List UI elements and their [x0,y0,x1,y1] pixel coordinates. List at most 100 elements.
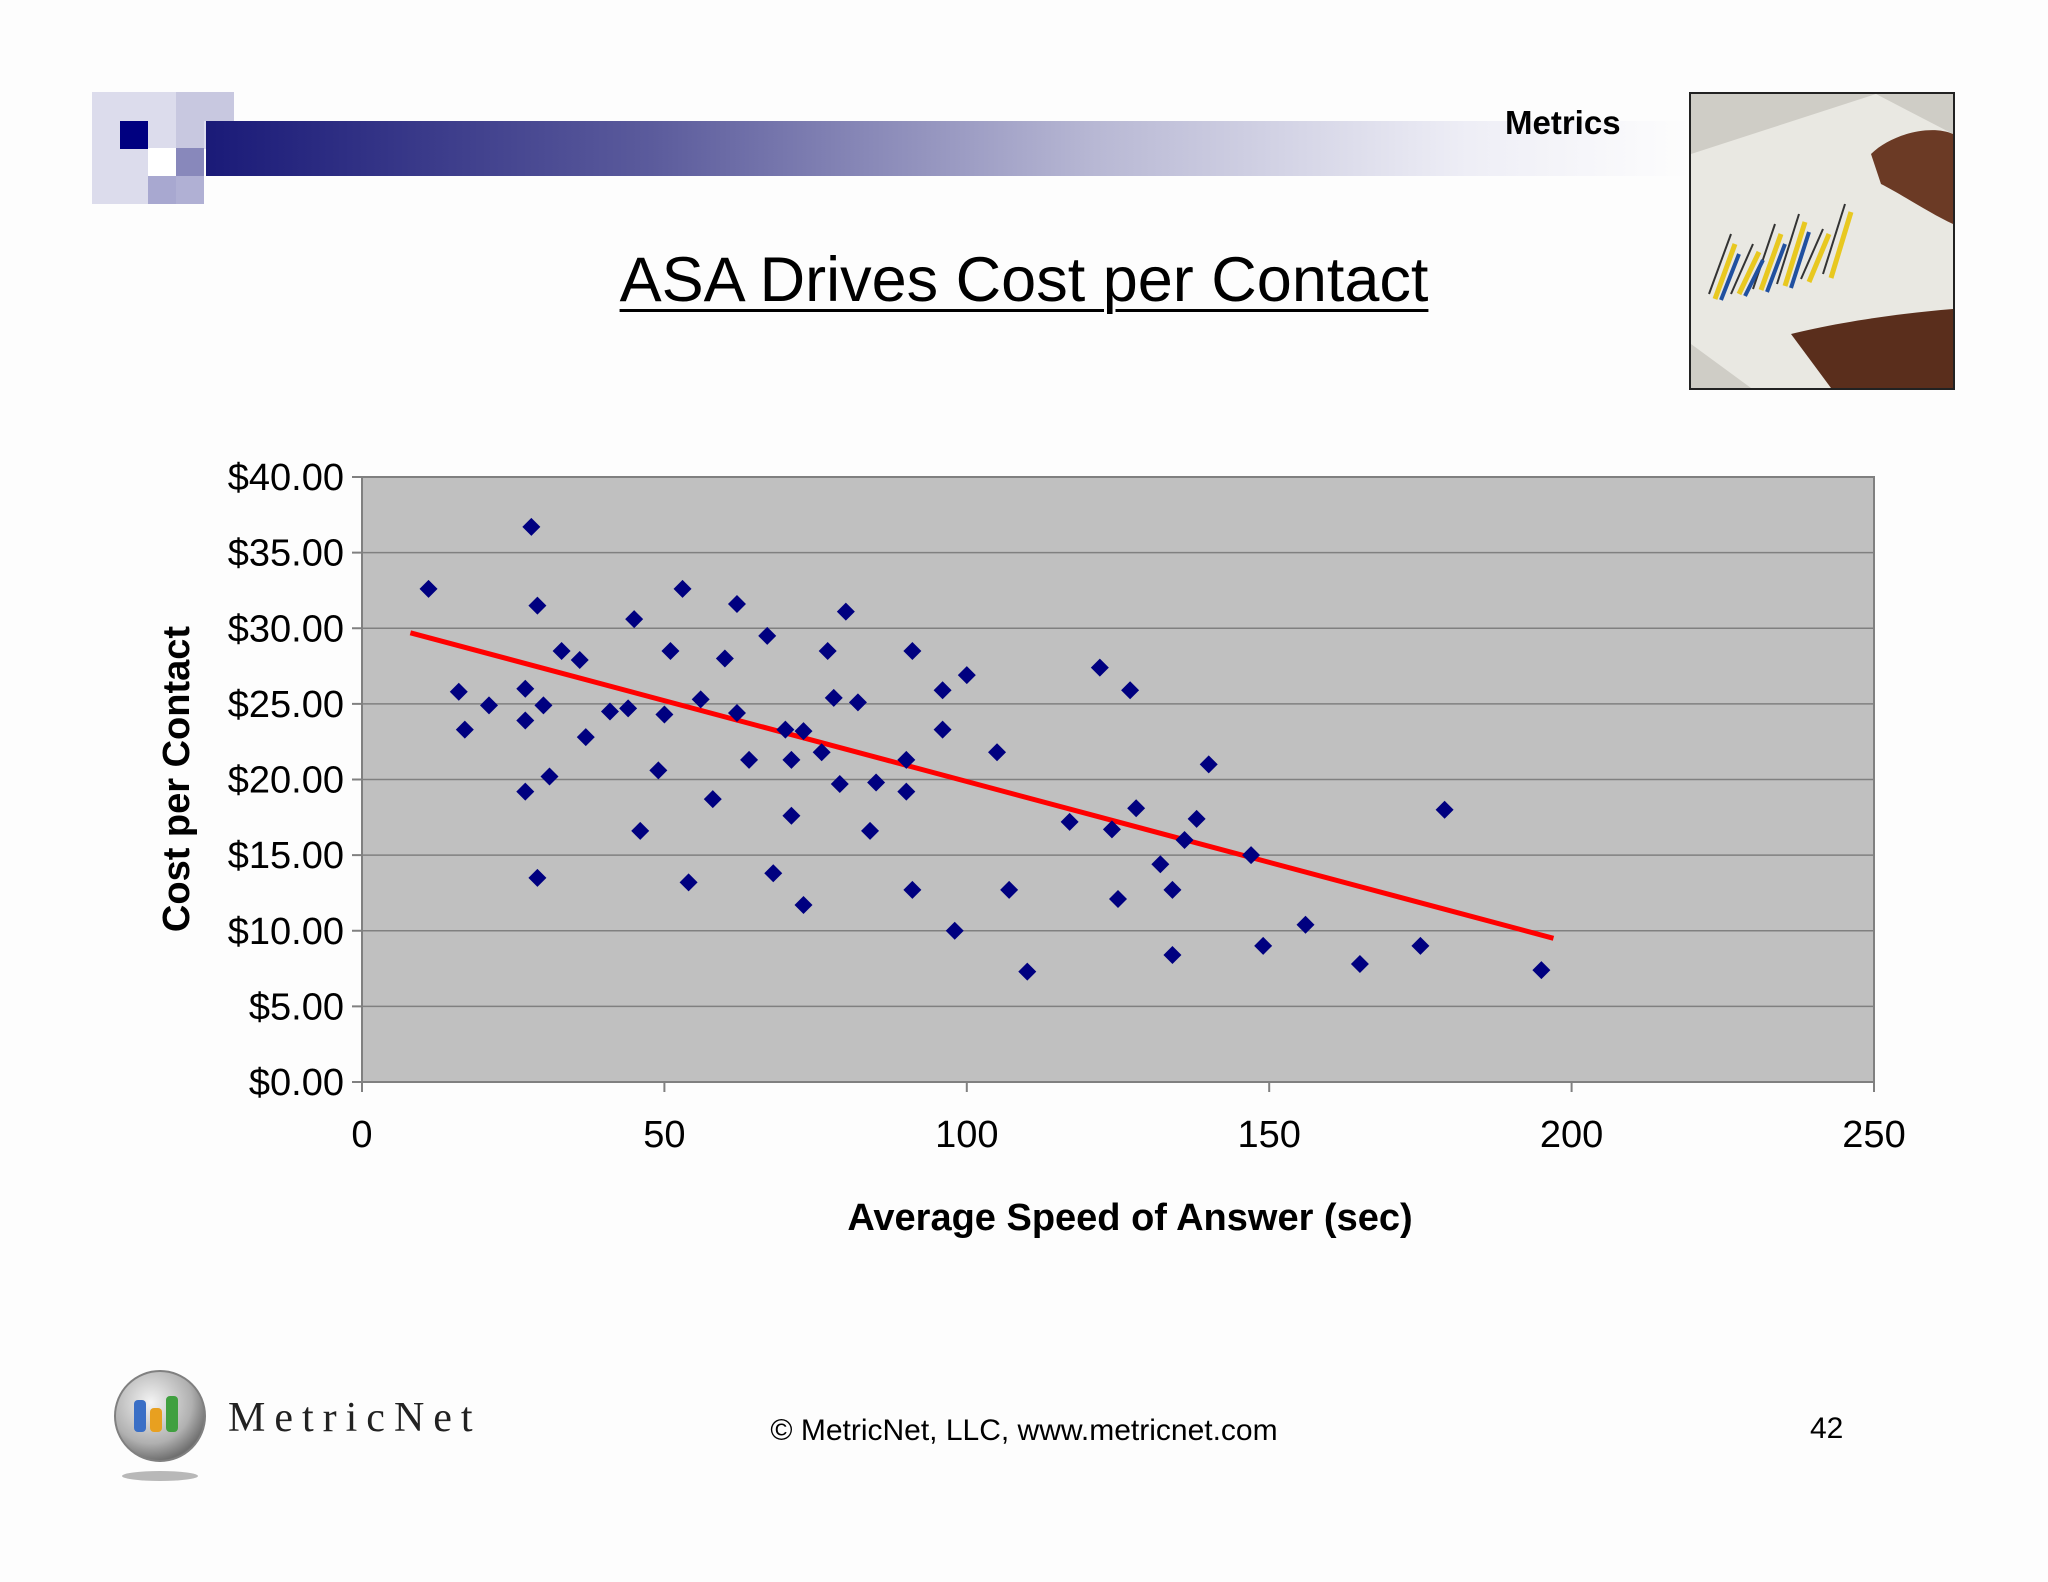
header-square [176,148,204,176]
data-point [727,703,746,722]
x-tick-label: 150 [1237,1114,1300,1156]
data-point [631,821,650,840]
data-point [522,517,541,536]
data-point [988,743,1007,762]
data-point [776,720,795,739]
data-point [1090,658,1109,677]
y-tick-label: $0.00 [249,1062,344,1104]
y-tick-label: $40.00 [228,457,344,499]
x-tick-label: 200 [1540,1114,1603,1156]
logo-wordmark: MetricNet [228,1395,482,1441]
data-point [1254,936,1273,955]
data-point [1127,799,1146,818]
header-gradient-bar [206,121,1690,176]
data-point [1175,831,1194,849]
data-point [576,728,595,747]
y-tick-label: $15.00 [228,835,344,877]
data-point [945,921,964,940]
data-point [727,595,746,614]
data-point [715,649,734,668]
data-point [691,690,710,709]
data-point [619,699,638,718]
section-label: Metrics [1505,104,1621,141]
data-point [933,720,952,739]
y-tick-label: $5.00 [249,986,344,1028]
data-point [758,626,777,645]
data-point [848,693,867,712]
y-tick-label: $35.00 [228,533,344,575]
data-point [1163,880,1182,899]
data-point [528,868,547,887]
data-point [1151,855,1170,874]
data-point [867,773,886,792]
data-point [957,666,976,685]
data-point [782,750,801,769]
data-point [1242,846,1261,865]
data-point [552,641,571,660]
data-point [794,896,813,915]
data-point [824,688,843,707]
data-point [1018,962,1037,981]
y-axis-label: Cost per Contact [156,626,198,932]
x-axis-label: Average Speed of Answer (sec) [847,1197,1412,1239]
data-point [1102,820,1121,839]
data-point [655,705,674,724]
data-point [1199,755,1218,774]
y-tick-label: $10.00 [228,911,344,953]
data-point [1121,681,1140,700]
data-point [830,775,849,794]
data-point [516,782,535,801]
data-point [449,682,468,701]
data-point [480,696,499,715]
data-point [661,641,680,660]
data-point [1187,809,1206,828]
y-tick-label: $25.00 [228,684,344,726]
y-tick-label: $30.00 [228,608,344,650]
header-square [148,176,176,204]
metricnet-logo-icon [114,1370,206,1481]
data-point [836,602,855,621]
data-point [1296,915,1315,934]
data-point [600,702,619,721]
data-point [764,864,783,883]
data-point [419,579,438,598]
header-square [148,148,176,176]
x-tick-label: 50 [643,1114,685,1156]
data-point [903,880,922,899]
data-point [1532,961,1551,980]
data-point [534,696,553,715]
data-point [516,679,535,698]
data-point [794,722,813,741]
data-point [897,750,916,769]
data-point [812,743,831,762]
x-tick-label: 100 [935,1114,998,1156]
data-point [570,651,589,670]
report-photo [1689,92,1955,390]
data-point [455,720,474,739]
trendline [409,630,1555,941]
data-point [1000,880,1019,899]
page-number: 42 [1810,1412,1844,1445]
data-point [1350,955,1369,974]
data-point [1060,812,1079,831]
data-point [528,596,547,615]
data-point [861,821,880,840]
data-point [897,782,916,801]
data-point [540,767,559,786]
data-point [673,579,692,598]
data-point [1163,945,1182,964]
data-point [1411,936,1430,955]
data-point [649,761,668,780]
header-square [120,121,148,149]
data-point [679,873,698,892]
data-point [625,610,644,629]
data-point [740,750,759,769]
data-point [1435,800,1454,819]
y-tick-label: $20.00 [228,760,344,802]
data-point [782,806,801,825]
x-tick-label: 250 [1842,1114,1905,1156]
data-point [933,681,952,700]
page-title: ASA Drives Cost per Contact [619,245,1429,315]
data-point [1109,889,1127,908]
x-tick-label: 0 [351,1114,372,1156]
